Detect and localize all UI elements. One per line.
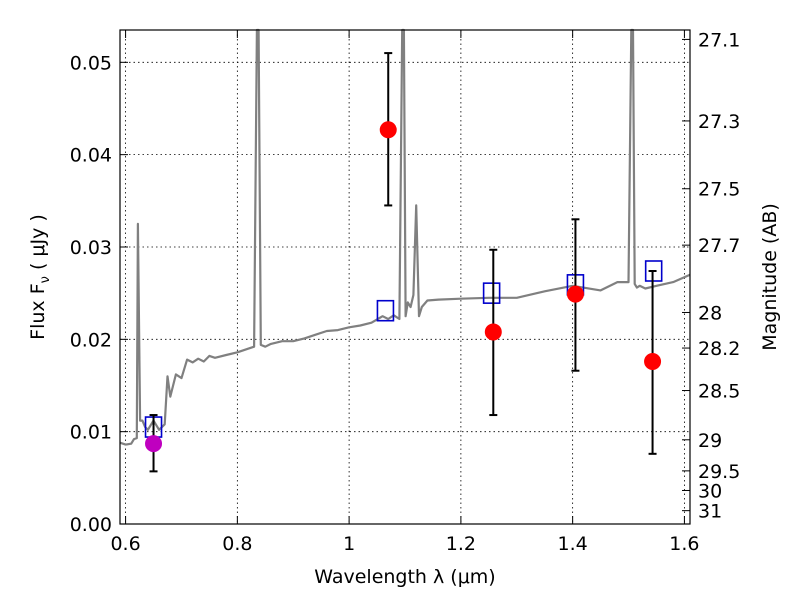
x-tick-label: 1.6 (669, 533, 699, 555)
model-spectrum-line (119, 28, 691, 446)
model-photometry-square (376, 299, 395, 322)
y-tick-label: 0.00 (70, 514, 112, 536)
x-axis-label: Wavelength λ (μm) (314, 566, 495, 588)
axes: 0.6 0.8 1 1.2 1.4 1.6 0.00 0.01 0.02 0.03 0.04 0.05… (70, 29, 741, 555)
x-tick-label: 1 (343, 533, 355, 555)
y-axis-label-main: Flux F (27, 283, 49, 339)
mag-tick-label: 27.7 (698, 235, 740, 257)
mag-tick-label: 28 (698, 302, 722, 324)
observed-photometry-point (644, 352, 662, 370)
x-tick-label: 1.2 (446, 533, 476, 555)
plot-area (119, 28, 691, 473)
y-tick-label: 0.04 (70, 145, 112, 167)
x-tick-label: 0.6 (110, 533, 140, 555)
observed-photometry-point (145, 435, 163, 453)
y-tick-label: 0.02 (70, 329, 112, 351)
model-photometry-square (482, 282, 501, 304)
mag-tick-label: 31 (698, 501, 722, 523)
x-tick-label: 0.8 (222, 533, 252, 555)
y-axis-label-sub: ν (38, 276, 53, 283)
plot-frame (119, 29, 691, 525)
observed-photometry-point (566, 285, 584, 303)
mag-tick-label: 29.5 (698, 461, 740, 483)
y-tick-label: 0.05 (70, 52, 112, 74)
mag-tick-label: 29 (698, 430, 722, 452)
mag-tick-label: 30 (698, 480, 722, 502)
mag-tick-label: 27.5 (698, 179, 740, 201)
observed-photometry-point (379, 121, 397, 139)
y2-axis-label: Magnitude (AB) (759, 203, 781, 351)
mag-tick-label: 27.1 (698, 29, 740, 51)
y-axis-label-unit: ( μJy ) (27, 214, 49, 276)
model-photometry-square (644, 260, 663, 282)
y-tick-label: 0.01 (70, 422, 112, 444)
mag-tick-label: 28.5 (698, 381, 740, 403)
y-axis-label: Flux Fν ( μJy ) (27, 214, 53, 340)
y-tick-label: 0.03 (70, 237, 112, 259)
x-tick-label: 1.4 (558, 533, 588, 555)
observed-photometry-point (484, 323, 502, 341)
mag-tick-label: 28.2 (698, 338, 740, 360)
mag-tick-label: 27.3 (698, 111, 740, 133)
